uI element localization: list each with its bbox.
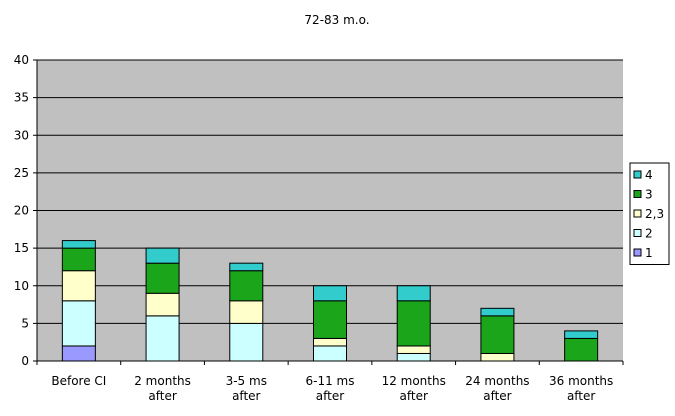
y-tick-label: 20 [14,204,29,218]
y-tick-label: 40 [14,53,29,67]
x-tick-label: Before CI [51,374,106,388]
legend-swatch [633,190,642,198]
bar-segment-2 [145,315,180,362]
bar-segment-2-3 [145,292,180,317]
bar-segment-3 [480,315,515,354]
bar-segment-4 [564,330,599,339]
y-axis-ticks: 0 5 10 15 20 25 30 35 40 [14,53,37,368]
y-tick-label: 0 [21,354,29,368]
x-tick-label: after [232,389,260,403]
bar-segment-3 [61,247,96,272]
bar-segment-2-3 [61,270,96,302]
bar-segment-2 [229,322,264,362]
bar-segment-2-3 [396,345,431,354]
y-tick-label: 10 [14,279,29,293]
x-tick-label: 3-5 ms [226,374,267,388]
legend-label: 4 [645,168,653,182]
bar-segment-2 [61,300,96,347]
x-tick-label: after [400,389,428,403]
bar-segment-4 [229,262,264,272]
bar-segment-2-3 [313,337,347,347]
x-tick-label: 12 months [382,374,446,388]
legend: 4 3 2,3 2 1 [629,162,670,265]
y-tick-label: 30 [14,128,29,142]
legend-swatch [633,209,642,218]
bar-segment-3 [313,300,347,339]
legend-label: 2 [645,227,653,241]
bar-segment-4 [313,285,347,302]
bar-segment-3 [564,337,599,362]
bar-segment-3 [145,262,180,294]
bar-segment-4 [145,247,180,264]
bar-segment-4 [396,285,431,302]
bar-segment-4 [61,240,96,249]
legend-label: 2,3 [645,207,664,221]
bar-segment-2-3 [229,300,264,324]
x-tick-label: after [316,389,344,403]
x-tick-label: 36 months [549,374,613,388]
bar-segment-2-3 [480,352,515,362]
chart-title: 72-83 m.o. [304,13,369,27]
x-tick-label: 2 months [134,374,191,388]
x-tick-label: after [567,389,595,403]
legend-swatch [633,170,642,179]
y-tick-label: 15 [14,241,29,255]
legend-swatch [633,248,642,257]
x-tick-label: 24 months [465,374,529,388]
y-tick-label: 25 [14,166,29,180]
bar-segment-4 [480,307,515,317]
x-tick-label: 6-11 ms [306,374,355,388]
x-tick-label: after [148,389,176,403]
bar-segment-3 [396,300,431,347]
bars [61,240,599,362]
legend-label: 1 [645,246,653,260]
y-tick-label: 5 [21,316,29,330]
legend-swatch [633,229,642,237]
legend-label: 3 [645,188,653,202]
x-tick-label: after [483,389,511,403]
bar-segment-3 [229,270,264,302]
bar-segment-2 [313,345,347,362]
y-tick-label: 35 [14,91,29,105]
bar-segment-1 [61,345,96,362]
bar-segment-2 [396,352,431,362]
